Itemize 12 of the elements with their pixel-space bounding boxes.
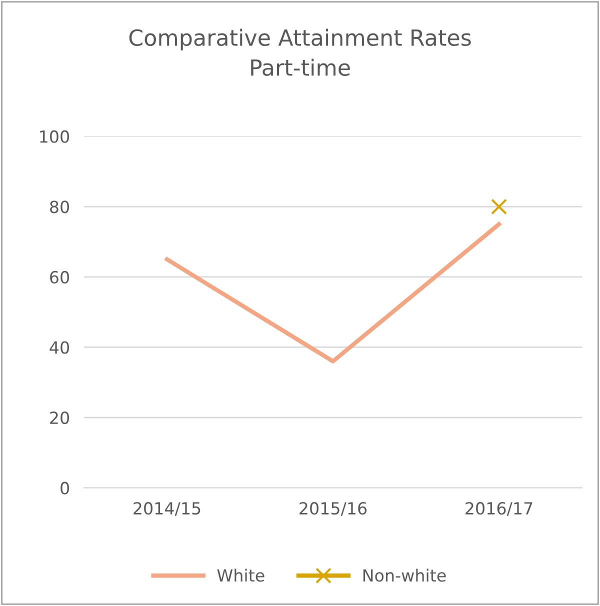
x-tick-label: 2016/17 [466, 502, 532, 516]
y-tick-label: 0 [60, 482, 70, 494]
y-tick-label: 80 [50, 200, 70, 214]
x-tick-label: 2015/16 [300, 502, 367, 516]
y-tick-label: 100 [40, 130, 70, 143]
y-tick-label: 40 [50, 341, 70, 354]
legend-label: White [217, 568, 264, 582]
legend-label: Non-white [363, 568, 446, 582]
x-tick-label: 2014/15 [134, 502, 200, 516]
y-tick-label: 60 [50, 270, 70, 284]
chart-title: Comparative Attainment Rates Part-time [129, 28, 471, 76]
y-tick-label: 20 [50, 411, 70, 424]
